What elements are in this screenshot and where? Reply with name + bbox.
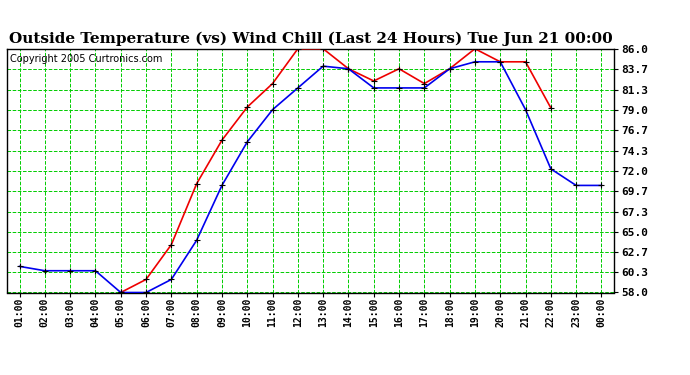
Title: Outside Temperature (vs) Wind Chill (Last 24 Hours) Tue Jun 21 00:00: Outside Temperature (vs) Wind Chill (Las… bbox=[8, 32, 613, 46]
Text: Copyright 2005 Curtronics.com: Copyright 2005 Curtronics.com bbox=[10, 54, 162, 64]
